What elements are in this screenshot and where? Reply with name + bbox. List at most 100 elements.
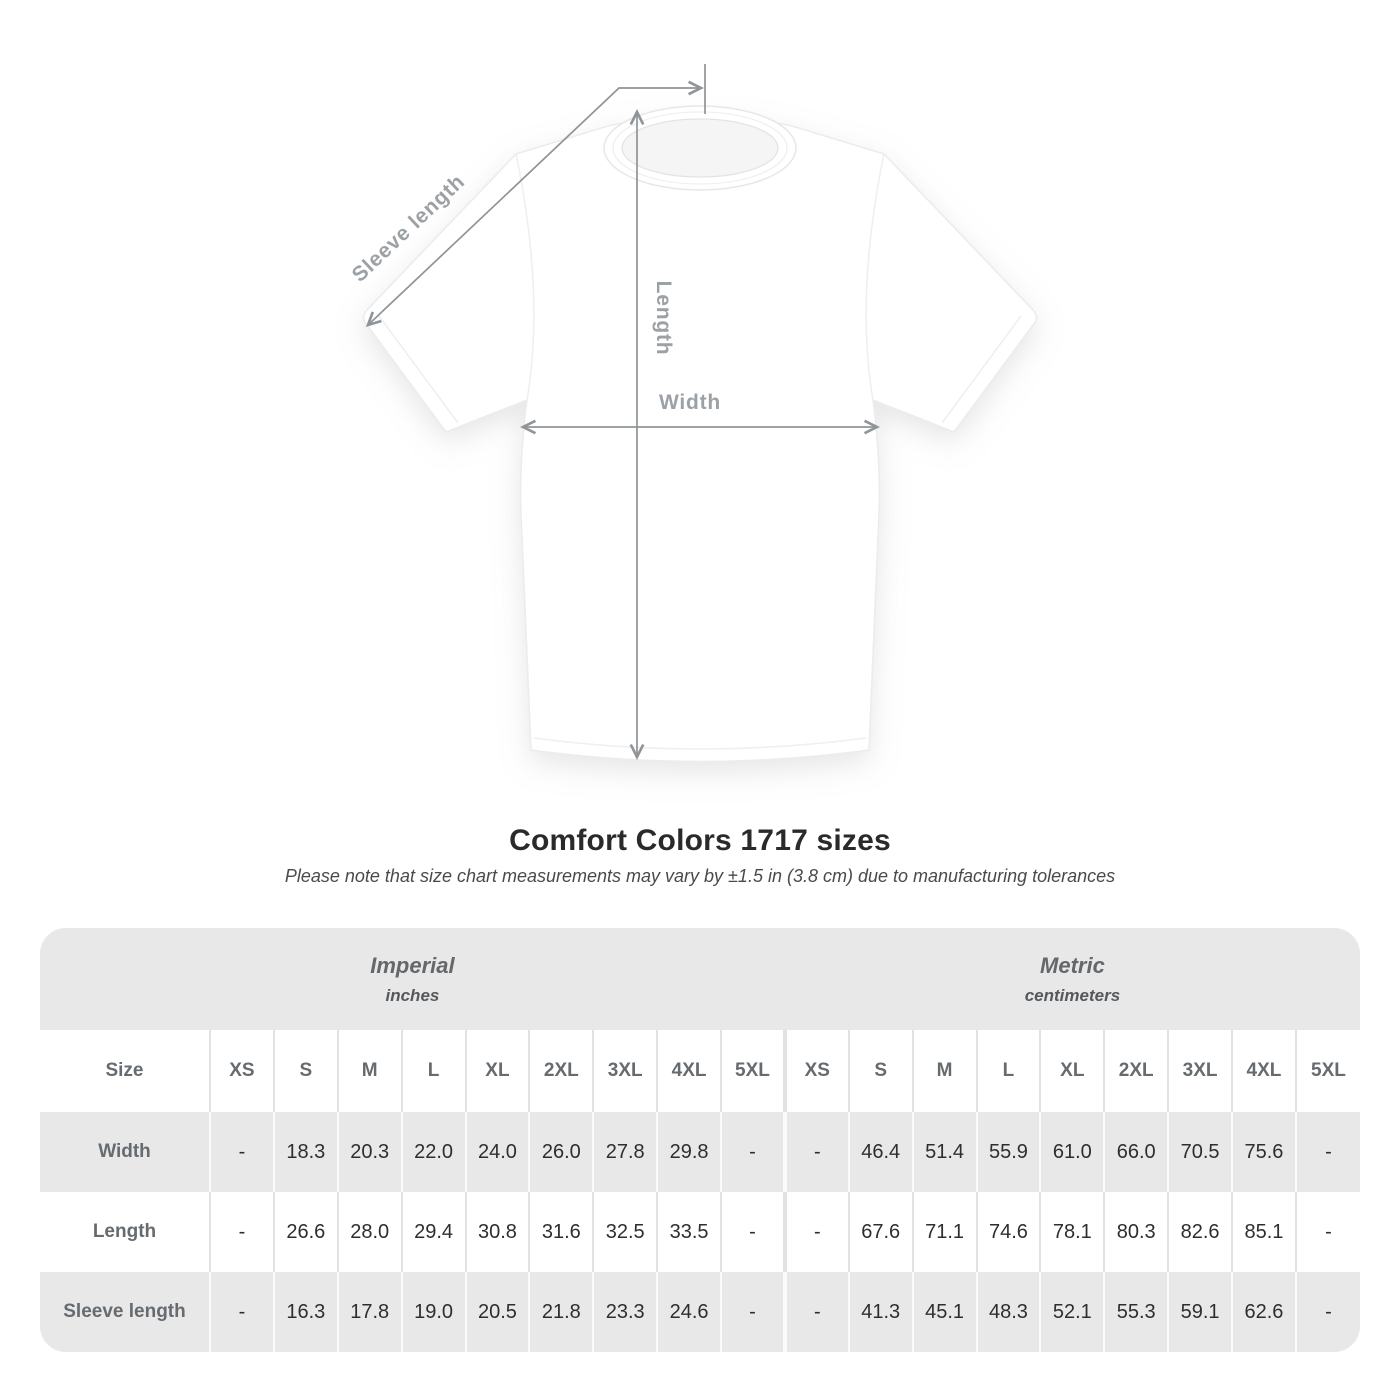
row-label: Length <box>92 1221 157 1242</box>
cell-value: 48.3 <box>975 1272 1041 1352</box>
cell-value: 45.1 <box>911 1272 977 1352</box>
metric-unit: centimeters <box>1024 985 1121 1005</box>
cell-value: 55.9 <box>975 1112 1041 1192</box>
size-header-imperial-l: L <box>400 1030 466 1112</box>
cell-value: 24.6 <box>656 1272 721 1352</box>
cell-value: 67.6 <box>847 1192 913 1272</box>
sleeve-length-arrow <box>365 80 704 328</box>
cell-value: - <box>1294 1272 1360 1352</box>
cell-value: 28.0 <box>336 1192 402 1272</box>
cell-value: 51.4 <box>911 1112 977 1192</box>
cell-value: 80.3 <box>1103 1192 1169 1272</box>
cell-value: 26.6 <box>272 1192 338 1272</box>
cell-value: 31.6 <box>528 1192 594 1272</box>
right-cuff-hem <box>941 315 1022 424</box>
cell-value: - <box>209 1192 274 1272</box>
cell-value: 29.8 <box>656 1112 721 1192</box>
imperial-unit: inches <box>385 985 440 1005</box>
cell-value: 32.5 <box>592 1192 658 1272</box>
cell-value: - <box>782 1112 849 1192</box>
row-label: Sleeve length <box>63 1301 186 1322</box>
length-row: Length - 26.6 28.0 29.4 30.8 31.6 32.5 3… <box>40 1192 1360 1272</box>
cell-value: 46.4 <box>847 1112 913 1192</box>
metric-label: Metric <box>1040 952 1105 978</box>
cell-value: 19.0 <box>400 1272 466 1352</box>
size-chart-card: Imperial inches Metric centimeters Size … <box>40 928 1360 1352</box>
cell-value: 75.6 <box>1231 1112 1296 1192</box>
cell-value: - <box>209 1272 274 1352</box>
cell-value: 55.3 <box>1103 1272 1169 1352</box>
size-header-metric-m: M <box>911 1030 977 1112</box>
cell-value: 21.8 <box>528 1272 594 1352</box>
size-header-metric-l: L <box>975 1030 1041 1112</box>
neck-opening <box>621 118 779 178</box>
cell-value: 23.3 <box>592 1272 658 1352</box>
cell-value: 85.1 <box>1231 1192 1296 1272</box>
left-cuff-hem <box>378 315 459 424</box>
cell-value: 70.5 <box>1167 1112 1232 1192</box>
length-label: Length <box>652 281 675 356</box>
size-header-imperial-xl: XL <box>464 1030 530 1112</box>
cell-value: - <box>782 1192 849 1272</box>
cell-value: 41.3 <box>847 1272 913 1352</box>
bottom-hem <box>533 737 867 750</box>
cell-value: 17.8 <box>336 1272 402 1352</box>
cell-value: 26.0 <box>528 1112 594 1192</box>
cell-value: 22.0 <box>400 1112 466 1192</box>
size-header-imperial-2xl: 2XL <box>528 1030 594 1112</box>
row-label: Width <box>98 1141 151 1162</box>
cell-value: 59.1 <box>1167 1272 1232 1352</box>
cell-value: 29.4 <box>400 1192 466 1272</box>
cell-value: 27.8 <box>592 1112 658 1192</box>
cell-value: - <box>209 1112 274 1192</box>
size-header-metric-xs: XS <box>782 1030 849 1112</box>
size-header-metric-4xl: 4XL <box>1231 1030 1296 1112</box>
cell-value: - <box>720 1112 785 1192</box>
cell-value: 20.5 <box>464 1272 530 1352</box>
cell-value: 62.6 <box>1231 1272 1296 1352</box>
cell-value: 18.3 <box>272 1112 338 1192</box>
unit-band-row: Imperial inches Metric centimeters <box>40 928 1360 1030</box>
width-row: Width - 18.3 20.3 22.0 24.0 26.0 27.8 29… <box>40 1112 1360 1192</box>
tshirt-body <box>362 115 1038 763</box>
cell-value: 16.3 <box>272 1272 338 1352</box>
cell-value: - <box>720 1192 785 1272</box>
cell-value: 74.6 <box>975 1192 1041 1272</box>
cell-value: - <box>720 1272 785 1352</box>
size-header-imperial-5xl: 5XL <box>720 1030 785 1112</box>
tolerance-note: Please note that size chart measurements… <box>284 866 1116 886</box>
sleeve-length-row: Sleeve length - 16.3 17.8 19.0 20.5 21.8… <box>40 1272 1360 1352</box>
cell-value: - <box>1294 1192 1360 1272</box>
size-header-imperial-s: S <box>272 1030 338 1112</box>
cell-value: - <box>782 1272 849 1352</box>
size-header-row: Size XS S M L XL 2XL 3XL 4XL 5XL XS S M … <box>40 1030 1360 1112</box>
tshirt-measurement-figure: Sleeve length Length Width <box>348 64 1038 763</box>
size-header-imperial-m: M <box>336 1030 402 1112</box>
cell-value: - <box>1294 1112 1360 1192</box>
width-label: Width <box>659 391 721 414</box>
cell-value: 82.6 <box>1167 1192 1232 1272</box>
cell-value: 20.3 <box>336 1112 402 1192</box>
cell-value: 78.1 <box>1039 1192 1105 1272</box>
imperial-label: Imperial <box>370 952 455 978</box>
size-header-metric-xl: XL <box>1039 1030 1105 1112</box>
cell-value: 52.1 <box>1039 1272 1105 1352</box>
tshirt-graphic <box>362 105 1038 763</box>
size-header-metric-2xl: 2XL <box>1103 1030 1169 1112</box>
cell-value: 33.5 <box>656 1192 721 1272</box>
size-header-metric-3xl: 3XL <box>1167 1030 1232 1112</box>
size-header-imperial-xs: XS <box>209 1030 274 1112</box>
cell-value: 24.0 <box>464 1112 530 1192</box>
size-header-metric-5xl: 5XL <box>1294 1030 1360 1112</box>
size-header-imperial-3xl: 3XL <box>592 1030 658 1112</box>
page-title: Comfort Colors 1717 sizes <box>509 824 891 857</box>
cell-value: 66.0 <box>1103 1112 1169 1192</box>
right-sleeve-seam <box>865 153 885 401</box>
cell-value: 61.0 <box>1039 1112 1105 1192</box>
metric-band: Metric centimeters <box>784 928 1360 1030</box>
cell-value: 30.8 <box>464 1192 530 1272</box>
size-column-header: Size <box>105 1060 144 1081</box>
cell-value: 71.1 <box>911 1192 977 1272</box>
imperial-band: Imperial inches <box>40 928 785 1030</box>
size-header-imperial-4xl: 4XL <box>656 1030 721 1112</box>
